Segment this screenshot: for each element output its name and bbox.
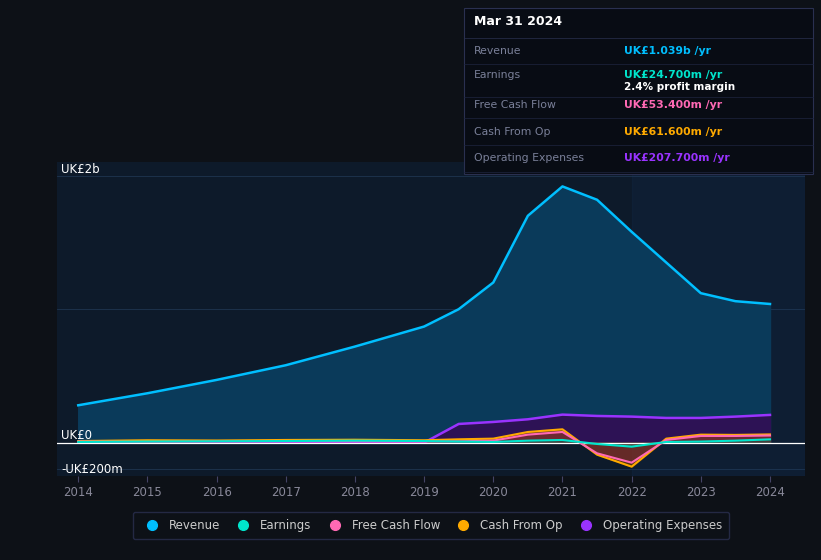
Bar: [631, 162, 805, 476]
Text: UK£61.600m /yr: UK£61.600m /yr: [624, 127, 722, 137]
Text: Earnings: Earnings: [474, 70, 521, 80]
Text: 2.4% profit margin: 2.4% profit margin: [624, 82, 735, 92]
Text: Cash From Op: Cash From Op: [474, 127, 550, 137]
Text: UK£24.700m /yr: UK£24.700m /yr: [624, 70, 722, 80]
Legend: Revenue, Earnings, Free Cash Flow, Cash From Op, Operating Expenses: Revenue, Earnings, Free Cash Flow, Cash …: [133, 512, 729, 539]
Text: Operating Expenses: Operating Expenses: [474, 153, 584, 164]
Text: Revenue: Revenue: [474, 46, 521, 56]
Text: UK£1.039b /yr: UK£1.039b /yr: [624, 46, 711, 56]
Text: UK£2b: UK£2b: [61, 163, 99, 176]
Text: -UK£200m: -UK£200m: [61, 463, 122, 476]
Text: Mar 31 2024: Mar 31 2024: [474, 15, 562, 28]
Text: UK£207.700m /yr: UK£207.700m /yr: [624, 153, 730, 164]
Text: Free Cash Flow: Free Cash Flow: [474, 100, 556, 110]
Text: UK£0: UK£0: [61, 430, 92, 442]
Text: UK£53.400m /yr: UK£53.400m /yr: [624, 100, 722, 110]
